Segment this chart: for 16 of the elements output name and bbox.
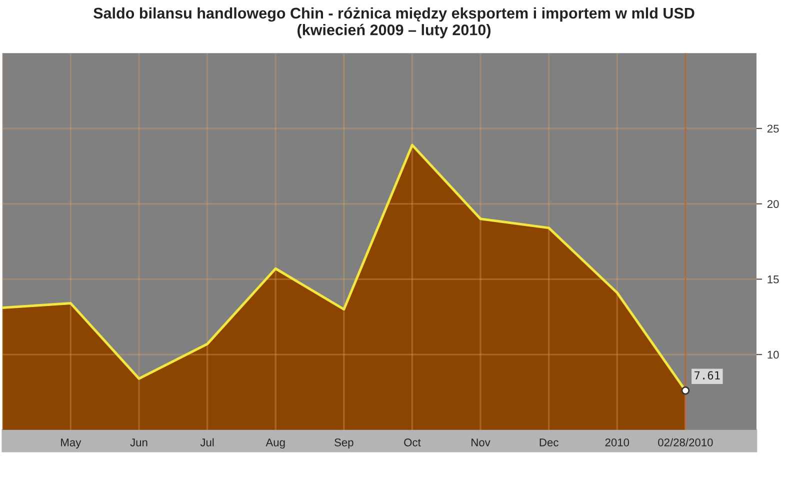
x-tick-label: Nov: [472, 438, 490, 446]
x-tick-label: Dec: [540, 438, 558, 446]
x-tick-label: 02/28/2010: [658, 438, 713, 446]
y-tick-label: 20: [767, 200, 779, 208]
x-tick-label: May: [61, 438, 82, 449]
x-tick-label: 2010: [605, 438, 630, 446]
x-tick-label: Jun: [130, 438, 148, 446]
y-tick-label: 25: [767, 124, 779, 133]
data-label: 7.61: [694, 371, 720, 380]
x-tick-label: Aug: [266, 438, 285, 449]
x-tick-label: Oct: [404, 438, 421, 446]
chart-title: Saldo bilansu handlowego Chin - różnica między eksportem i importem w mld USD (kwiecień 2009 – luty 2010): [94, 7, 694, 38]
y-tick-label: 10: [768, 350, 779, 359]
y-tick-label: 15: [768, 276, 779, 284]
x-tick-label: Jul: [200, 438, 214, 446]
x-tick-label: Sep: [334, 438, 354, 449]
